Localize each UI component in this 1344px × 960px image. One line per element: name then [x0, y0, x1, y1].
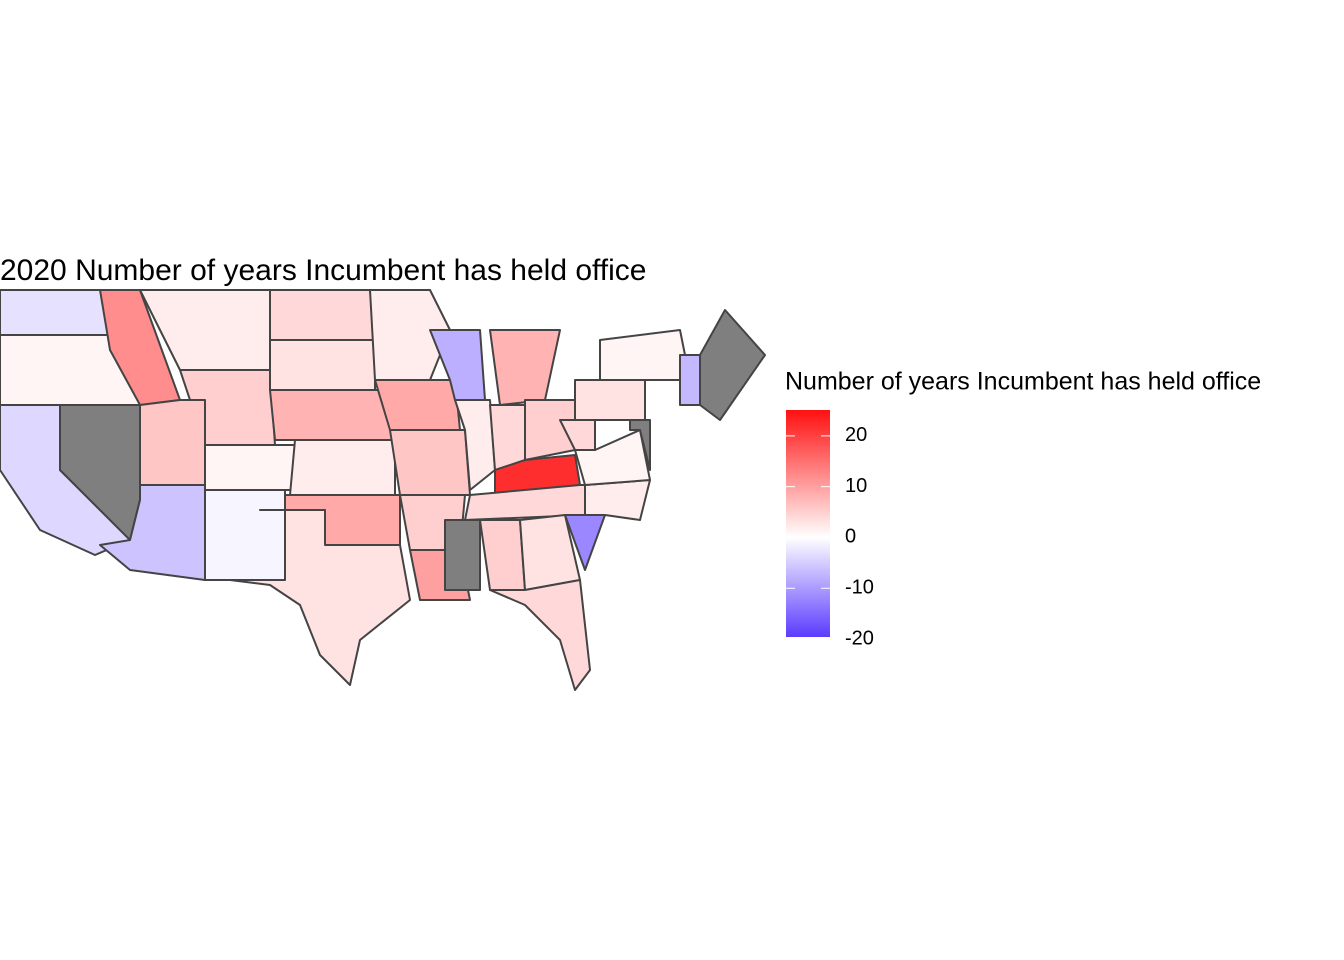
region: [599, 329, 691, 381]
region: [489, 404, 526, 471]
region: [289, 439, 396, 496]
region: [229, 509, 411, 686]
chart-title: 2020 Number of years Incumbent has held …: [0, 254, 647, 287]
region: [269, 289, 376, 341]
region: [679, 354, 701, 406]
region: [489, 579, 591, 691]
region: [479, 519, 526, 591]
region: [139, 399, 206, 486]
region: [629, 419, 651, 471]
region: [454, 399, 496, 491]
region: [699, 309, 766, 421]
region: [204, 489, 286, 581]
region: [489, 329, 561, 406]
legend-title: Number of years Incumbent has held offic…: [785, 368, 1261, 396]
region: [374, 379, 461, 431]
region: [574, 379, 646, 421]
colorbar-tick-label: 20: [845, 424, 867, 446]
colorbar-tick-label: 0: [845, 526, 856, 548]
colorbar-tick-label: 10: [845, 475, 867, 497]
map: [0, 289, 766, 691]
region: [494, 454, 581, 496]
region: [584, 479, 651, 521]
colorbar-tick-label: -10: [845, 577, 874, 599]
colorbar: [786, 410, 830, 637]
region: [269, 339, 376, 391]
region: [204, 444, 296, 491]
colorbar-tick-label: -20: [845, 627, 874, 649]
region: [389, 429, 471, 496]
region: [444, 519, 481, 591]
region: [269, 389, 396, 441]
